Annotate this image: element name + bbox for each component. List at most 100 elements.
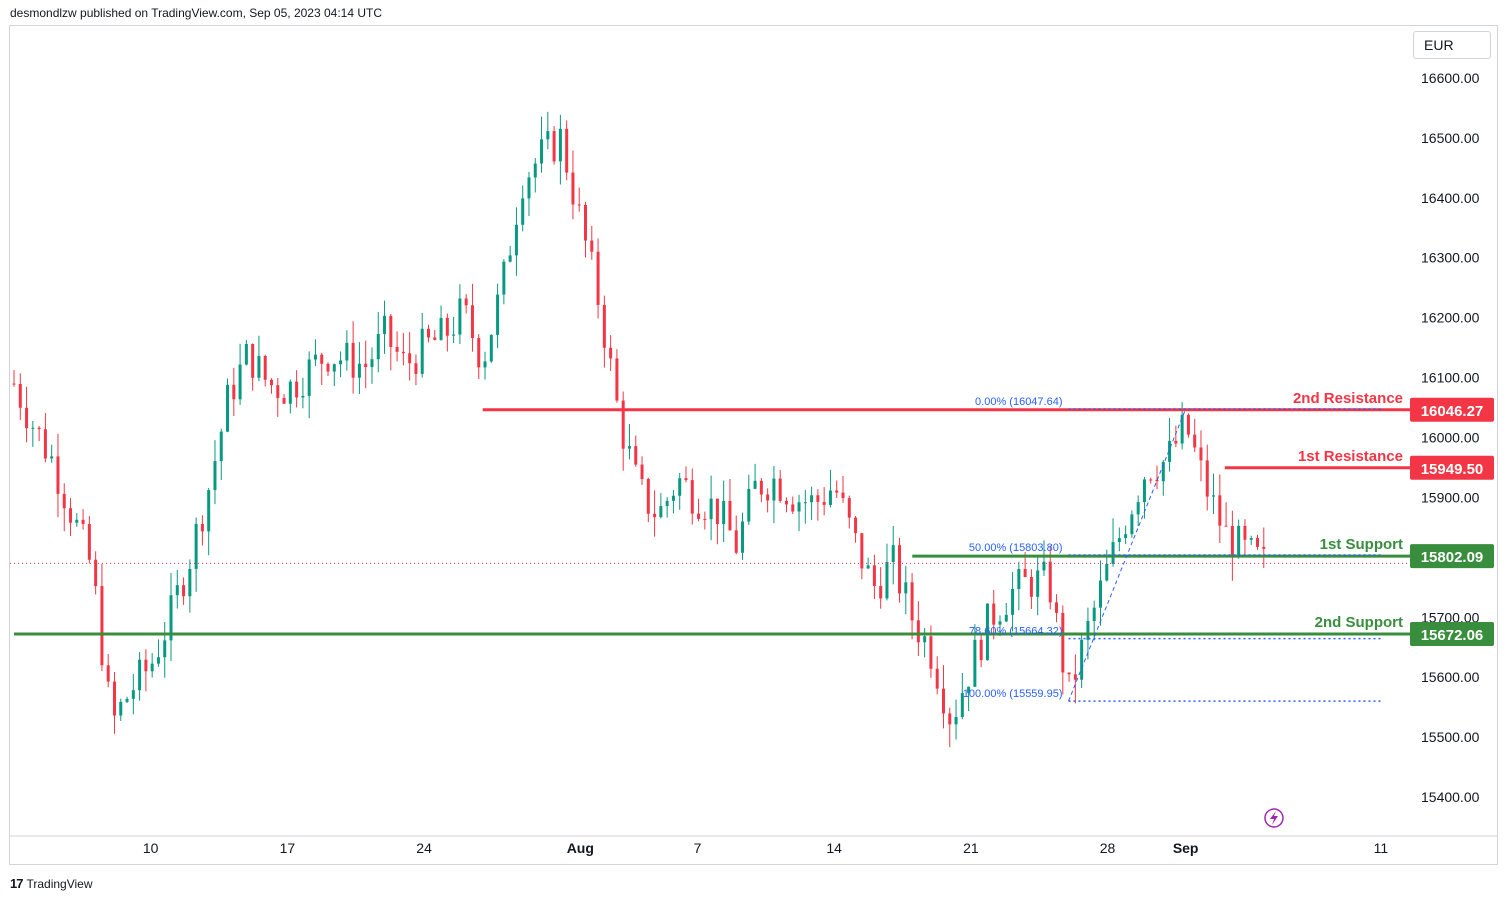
candle-body [709,498,713,520]
x-tick-label: 21 [963,840,979,856]
footer-brand[interactable]: 17 TradingView [10,876,93,891]
candle-body [301,395,305,398]
candle-body [502,261,506,295]
candle-body [452,334,456,336]
candle-body [747,488,751,522]
candle-body [1199,447,1203,461]
x-tick-label: 17 [280,840,296,856]
candle-body [1042,561,1046,571]
candle-body [985,603,989,661]
candle-body [282,397,286,404]
candle-body [1262,546,1266,549]
candle-body [1249,538,1253,540]
candle-body [18,383,22,408]
candle-body [1073,674,1077,680]
x-tick-label: 28 [1100,840,1116,856]
candle-body [577,204,581,206]
candle-body [383,315,387,334]
candle-body [56,456,60,494]
candle-body [741,521,745,553]
candle-body [602,304,606,348]
candle-body [1086,621,1090,640]
candle-body [860,533,864,569]
candle-body [1080,639,1084,680]
candle-body [276,385,280,398]
price-tag [1410,455,1494,480]
candle-body [722,500,726,525]
candle-body [992,603,996,625]
x-tick-label: 10 [143,840,159,856]
candle-body [1168,440,1172,462]
y-tick-label: 15900.00 [1421,489,1480,505]
x-tick-label: 24 [416,840,432,856]
candle-body [979,639,983,661]
candle-body [94,559,98,587]
candle-body [678,478,682,496]
candle-body [106,665,110,682]
fib-level-label: 78.60% (15664.32) [969,626,1063,638]
candle-body [163,640,167,658]
candle-body [269,379,273,386]
brand-name: TradingView [26,876,93,891]
candle-body [295,381,299,398]
candle-body [213,461,217,491]
candle-body [81,519,85,525]
chart-frame [9,25,1498,865]
candle-body [1055,602,1059,613]
candle-body [854,517,858,534]
currency-selector[interactable]: EUR [1413,31,1491,59]
candle-body [401,351,405,354]
candle-body [728,500,732,531]
candle-body [558,128,562,162]
candle-body [803,502,807,504]
candle-body [389,315,393,348]
tradingview-logo-icon: 17 [10,876,24,891]
candle-body [232,384,236,400]
y-tick-label: 15500.00 [1421,729,1480,745]
fib-level-label: 50.00% (15803.80) [969,542,1063,554]
candle-body [420,328,424,374]
candle-body [244,343,248,365]
candle-body [753,480,757,489]
candle-body [759,480,763,495]
candle-body [188,568,192,597]
candle-body [75,519,79,523]
candle-body [445,317,449,336]
candle-body [816,495,820,502]
levels-layer: 2nd Resistance 1st Resistance 1st Support 2… [10,390,1411,636]
candle-body [967,686,971,694]
y-tick-label: 16500.00 [1421,130,1480,146]
candle-body [357,363,361,378]
candle-body [376,333,380,360]
x-tick-label: 14 [826,840,842,856]
candle-body [1205,460,1209,497]
candle-body [1036,570,1040,597]
candle-body [879,585,883,599]
candle-body [929,636,933,669]
x-tick-label: 7 [694,840,702,856]
candle-body [169,595,173,641]
candle-body [414,363,418,374]
level-label: 1st Support [1320,536,1403,553]
y-tick-label: 15700.00 [1421,609,1480,625]
level-label: 2nd Support [1315,614,1403,631]
candle-body [313,354,317,360]
candle-body [207,490,211,532]
candle-body [263,355,267,380]
candle-body [408,353,412,364]
candle-body [50,456,54,459]
candle-body [1105,563,1109,581]
price-tag [1410,544,1494,569]
candle-body [288,381,292,404]
lightning-icon[interactable] [1264,808,1284,828]
fib-level-label: 100.00% (15559.95) [963,688,1063,700]
candle-body [1218,495,1222,526]
candle-body [898,545,902,594]
candle-body [226,384,230,432]
candle-body [646,478,650,514]
candle-body [703,518,707,520]
candle-body [671,495,675,501]
price-tag [1410,621,1494,646]
level-label: 2nd Resistance [1293,390,1403,407]
